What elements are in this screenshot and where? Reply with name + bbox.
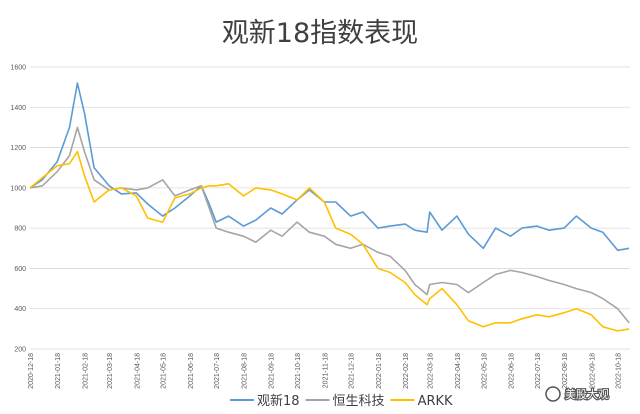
x-tick-label: 2022-02-18 bbox=[403, 353, 410, 389]
x-tick-label: 2021-07-18 bbox=[214, 353, 221, 389]
x-tick-label: 2021-12-18 bbox=[349, 353, 356, 389]
series-line-3 bbox=[29, 150, 630, 332]
x-axis-ticks: 2020-12-18 2021-01-18 2021-02-18 2021-03-18… bbox=[28, 353, 623, 389]
x-tick-label: 2021-02-18 bbox=[82, 353, 89, 389]
x-tick-label: 2022-04-18 bbox=[455, 353, 462, 389]
x-tick-label: 2021-05-18 bbox=[161, 353, 168, 389]
x-tick-label: 2022-01-18 bbox=[376, 353, 383, 389]
x-tick-label: 2022-07-18 bbox=[535, 353, 542, 389]
x-tick-label: 2022-10-18 bbox=[616, 353, 623, 389]
y-tick-label: 1000 bbox=[10, 185, 26, 192]
y-axis-ticks: 200 400 600 800 1000 1200 1400 1600 bbox=[10, 65, 26, 354]
y-tick-label: 800 bbox=[14, 226, 26, 233]
x-tick-label: 2022-08-18 bbox=[562, 353, 569, 389]
y-tick-label: 400 bbox=[14, 306, 26, 313]
x-tick-label: 2021-11-18 bbox=[322, 353, 329, 388]
x-tick-label: 2020-12-18 bbox=[28, 353, 35, 389]
x-tick-label: 2021-03-18 bbox=[107, 353, 114, 389]
x-tick-label: 2022-05-18 bbox=[481, 353, 488, 389]
gridlines bbox=[30, 66, 630, 350]
x-tick-label: 2021-08-18 bbox=[241, 353, 248, 389]
y-tick-label: 200 bbox=[14, 347, 26, 354]
y-tick-label: 1400 bbox=[10, 105, 26, 112]
y-tick-label: 600 bbox=[14, 266, 26, 273]
x-tick-label: 2022-06-18 bbox=[509, 353, 516, 389]
x-tick-label: 2021-10-18 bbox=[295, 353, 302, 389]
series-lines bbox=[29, 82, 630, 332]
y-tick-label: 1200 bbox=[10, 145, 26, 152]
x-tick-label: 2021-09-18 bbox=[269, 353, 276, 389]
x-tick-label: 2022-09-18 bbox=[589, 353, 596, 389]
chart-title: 观新18指数表现 bbox=[222, 18, 418, 49]
x-tick-label: 2021-06-18 bbox=[188, 353, 195, 389]
y-tick-label: 1600 bbox=[10, 65, 26, 72]
watermark-text: 美股大观 bbox=[565, 387, 609, 401]
wechat-logo-icon bbox=[545, 386, 561, 402]
x-tick-label: 2021-04-18 bbox=[134, 353, 141, 389]
legend-label-3: ARKK bbox=[418, 394, 453, 409]
legend-label-1: 观新18 bbox=[257, 393, 300, 409]
x-tick-label: 2021-01-18 bbox=[55, 353, 62, 389]
legend-label-2: 恒生科技 bbox=[333, 394, 385, 409]
legend: 观新18 恒生科技 ARKK bbox=[230, 393, 453, 409]
x-tick-label: 2022-03-18 bbox=[428, 353, 435, 389]
watermark: 美股大观 bbox=[545, 386, 610, 402]
